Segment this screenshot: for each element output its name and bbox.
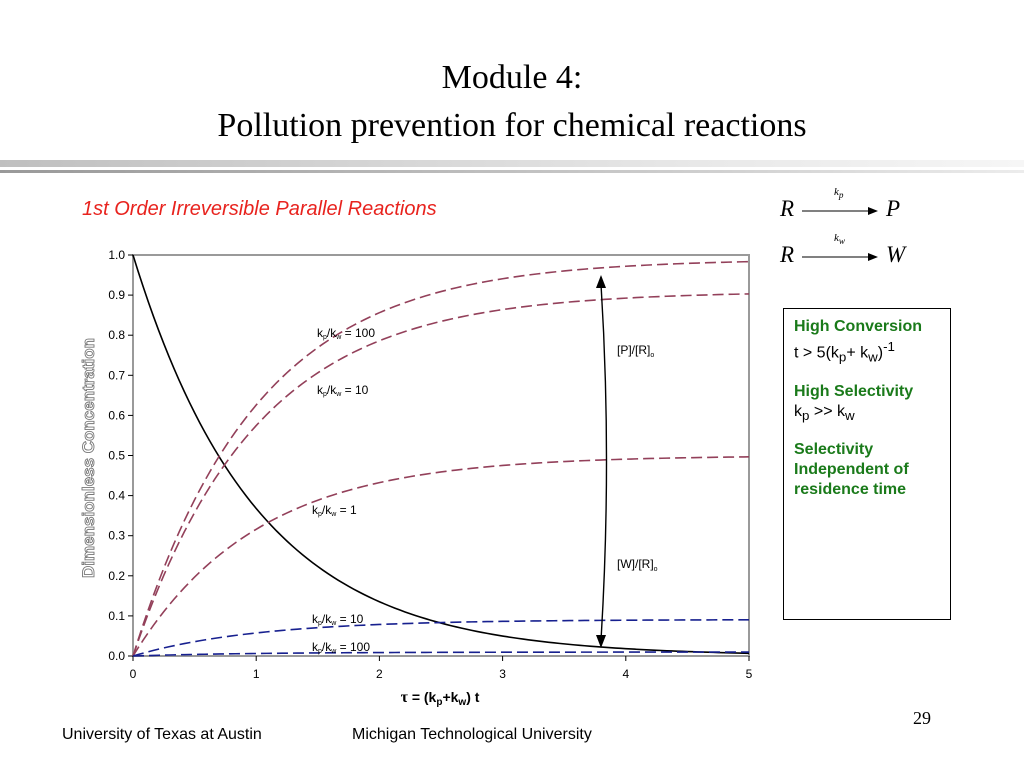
y-tick-label: 0.3 (108, 529, 125, 543)
reaction-2-rate-constant: kw (834, 232, 845, 247)
product-curve-ratio-1 (132, 456, 750, 657)
reaction-1-reactant: R (780, 196, 795, 221)
residence-time-note: Selectivity Independent of residence tim… (794, 440, 909, 498)
reactant-curve (132, 254, 750, 655)
waste-curve-ratio-100 (132, 651, 749, 657)
y-tick-label: 0.6 (108, 408, 125, 422)
x-axis-label: τ = (kp+kw) t (401, 689, 480, 708)
series-label: kp/kw = 1 (312, 503, 357, 518)
chart-subtitle: 1st Order Irreversible Parallel Reaction… (82, 198, 437, 220)
reaction-1-product: P (886, 196, 901, 221)
footer-right: Michigan Technological University (352, 726, 592, 743)
reaction-2-arrow-icon (802, 253, 878, 261)
y-tick-label: 0.1 (108, 609, 125, 623)
y-tick-label: 0.8 (108, 328, 125, 342)
conversion-heading: High Conversion (794, 318, 923, 335)
x-tick-label: 3 (499, 667, 506, 681)
x-tick-label: 1 (253, 667, 260, 681)
conversion-criterion: t > 5(kp+ kw)-1 (794, 339, 895, 365)
reaction-2-reactant: R (780, 242, 795, 267)
selectivity-criterion: kp >> kw (794, 402, 855, 423)
conversion-block: High Conversion t > 5(kp+ kw)-1 (794, 317, 944, 368)
reaction-2-product: W (886, 242, 906, 267)
series-label: kp/kw = 10 (317, 383, 369, 398)
y-tick-label: 0.0 (108, 649, 125, 663)
x-tick-label: 5 (746, 667, 753, 681)
waste-ratio-annotation: [W]/[R]o (617, 557, 658, 573)
reaction-1-arrow-icon (802, 207, 878, 215)
series-label: kp/kw = 10 (312, 612, 364, 627)
plot-frame (132, 254, 750, 657)
title-divider-lower (0, 170, 1024, 173)
slide-title-line-2: Pollution prevention for chemical reacti… (217, 107, 807, 144)
range-arrow-head-top (596, 275, 606, 288)
product-ratio-annotation: [P]/[R]o (617, 343, 654, 359)
slide-title-line-1: Module 4: (441, 59, 583, 96)
y-tick-label: 1.0 (108, 248, 125, 262)
page-number: 29 (913, 708, 931, 728)
range-arrow-head-bottom (596, 635, 606, 648)
reaction-r-to-w: R kw W (780, 232, 950, 276)
reaction-r-to-p: R kp P (780, 186, 950, 230)
y-tick-label: 0.9 (108, 288, 125, 302)
title-divider-upper (0, 160, 1024, 167)
selectivity-block: High Selectivity kp >> kw (794, 382, 944, 426)
series-label: kp/kw = 100 (312, 640, 370, 655)
range-arrow-shaft (600, 283, 608, 641)
series-label: kp/kw = 100 (317, 326, 375, 341)
selectivity-heading: High Selectivity (794, 382, 914, 400)
y-tick-label: 0.5 (108, 449, 125, 463)
product-curve-ratio-10 (132, 293, 750, 657)
waste-curve-ratio-10 (132, 618, 750, 657)
y-tick-label: 0.4 (108, 489, 125, 503)
x-tick-label: 2 (376, 667, 383, 681)
criteria-box: High Conversion t > 5(kp+ kw)-1 High Sel… (783, 308, 951, 620)
y-tick-label: 0.7 (108, 368, 125, 382)
y-axis-label: Dimensionless Concentration (79, 338, 98, 578)
product-curve-ratio-100 (132, 260, 750, 657)
x-tick-label: 4 (622, 667, 629, 681)
x-tick-label: 0 (130, 667, 137, 681)
footer-left: University of Texas at Austin (62, 726, 262, 743)
reaction-1-rate-constant: kp (834, 186, 844, 201)
y-tick-label: 0.2 (108, 569, 125, 583)
